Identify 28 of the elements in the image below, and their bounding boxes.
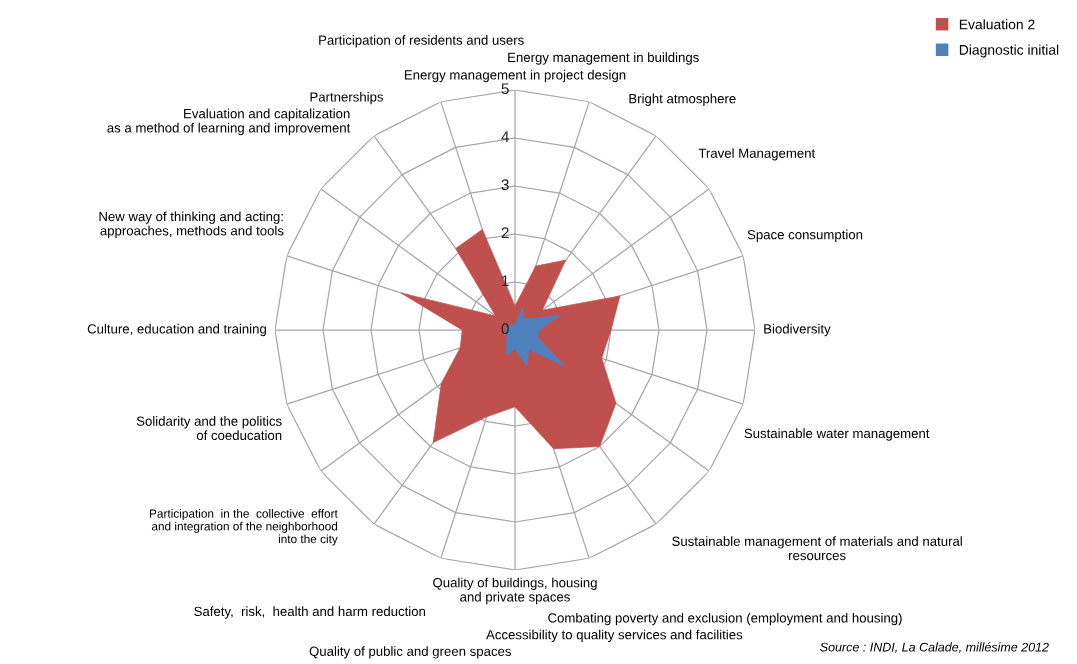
spoke-label: Space consumption <box>747 229 863 242</box>
y-tick-label: 5 <box>501 83 509 95</box>
y-tick-label: 2 <box>501 227 509 238</box>
spoke-label: Energy management in project design <box>404 69 626 83</box>
spoke-label: Culture, education and training <box>87 323 266 337</box>
spoke-label: Quality of buildings, housing and private spaces <box>433 577 597 605</box>
spoke-label: Safety, risk, health and harm reduction <box>194 606 426 619</box>
spoke-label: Sustainable management of materials and natural resources <box>672 536 962 561</box>
source-note: Source : INDI, La Calade, millésime 2012 <box>820 642 1049 654</box>
y-tick-label: 4 <box>501 131 509 142</box>
spoke-label: Evaluation and capitalization as a method of learning and improvement <box>107 108 351 136</box>
spoke-label: Travel Management <box>698 148 816 161</box>
legend-label: Evaluation 2 <box>959 19 1035 30</box>
spoke-label: Solidarity and the politics of coeducation <box>136 416 282 441</box>
spoke-label: Participation of residents and users <box>319 35 524 48</box>
spoke-label: Energy management in buildings <box>508 52 699 65</box>
spoke-label: Partnerships <box>310 91 384 105</box>
spoke-label: Accessibility to quality services and facilities <box>486 629 743 642</box>
y-tick-label: 0 <box>501 323 509 335</box>
legend-label: Diagnostic initial <box>959 44 1059 58</box>
spoke-label: New way of thinking and acting: approaches, methods and tools <box>99 211 284 239</box>
spoke-label: Bright atmosphere <box>629 93 736 106</box>
spoke-label: Quality of public and green spaces <box>309 646 511 659</box>
y-tick-label: 3 <box>501 179 509 191</box>
spoke-label: Participation in the collective effort and integration of the neighborhood into the city <box>150 509 338 546</box>
spoke-label: Sustainable water management <box>744 428 930 441</box>
spoke-label: Biodiversity <box>764 323 831 337</box>
spoke-label: Combating poverty and exclusion (employment and housing) <box>548 612 902 626</box>
